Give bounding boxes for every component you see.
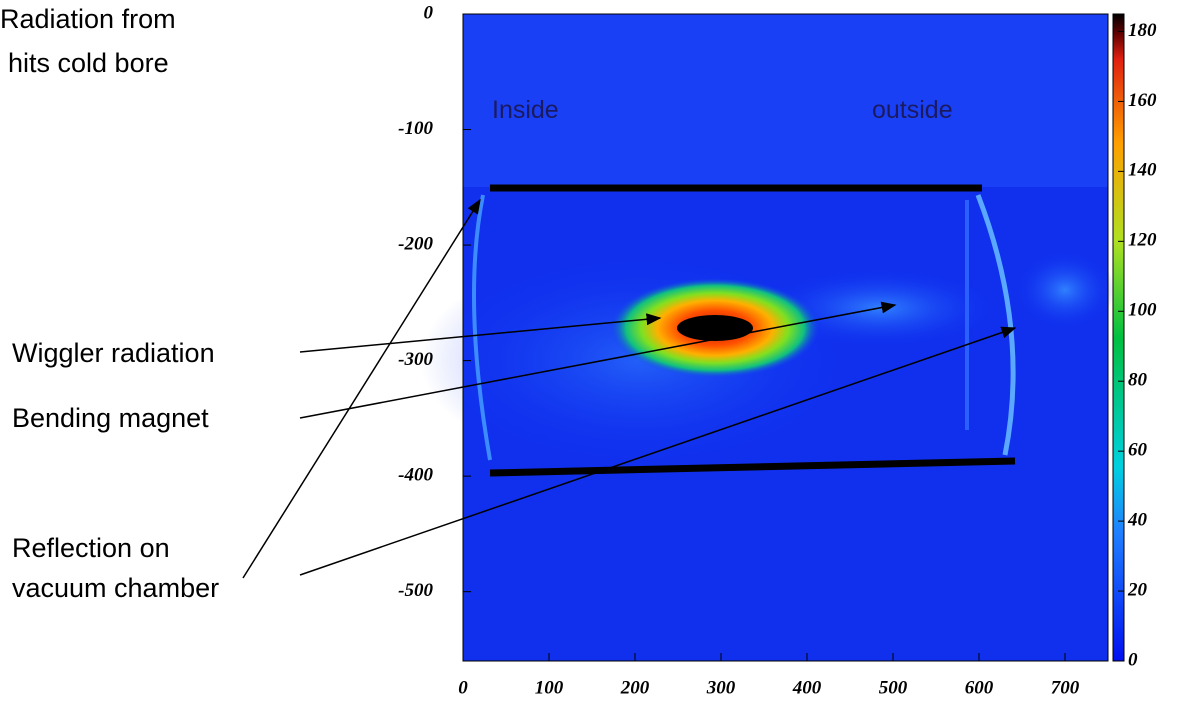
annotation: Bending magnet	[12, 403, 209, 433]
annotation: hits cold bore	[8, 48, 169, 78]
annotation: outside	[872, 96, 953, 124]
colorbar-tick-label: 40	[1127, 509, 1148, 530]
annotation: Inside	[492, 96, 559, 124]
colorbar	[1112, 13, 1125, 662]
colorbar-tick-label: 140	[1128, 160, 1157, 181]
y-tick-label: -200	[398, 233, 433, 254]
y-tick-label: -100	[398, 118, 433, 139]
colorbar-tick-label: 0	[1128, 649, 1138, 670]
annotation: Reflection on	[12, 533, 170, 563]
colorbar-tick-label: 60	[1128, 440, 1148, 461]
y-tick-label: -500	[398, 580, 433, 601]
colorbar-tick-label: 80	[1128, 370, 1148, 391]
x-tick-label: 100	[535, 677, 564, 698]
annotation: Radiation from	[0, 4, 176, 34]
annotation: vacuum chamber	[12, 573, 219, 603]
colorbar-tick-label: 120	[1128, 230, 1157, 251]
y-tick-label: -400	[398, 465, 433, 486]
x-tick-label: 0	[458, 677, 468, 698]
y-tick-label: 0	[424, 2, 434, 23]
colorbar-tick-label: 180	[1128, 20, 1157, 41]
arrows	[242, 198, 1017, 579]
annotation: Wiggler radiation	[12, 338, 215, 368]
colorbar-tick-label: 100	[1128, 300, 1157, 321]
colorbar-tick-label: 20	[1127, 579, 1148, 600]
x-tick-label: 500	[879, 677, 908, 698]
x-tick-label: 600	[965, 677, 994, 698]
x-tick-label: 200	[620, 677, 650, 698]
colorbar-tick-label: 160	[1128, 90, 1157, 111]
y-tick-label: -300	[398, 349, 433, 370]
x-tick-label: 300	[706, 677, 736, 698]
x-tick-label: 700	[1051, 677, 1080, 698]
x-tick-label: 400	[792, 677, 822, 698]
